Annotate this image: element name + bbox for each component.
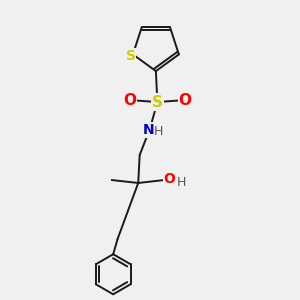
Text: O: O: [178, 93, 191, 108]
Text: H: H: [154, 125, 164, 138]
Text: O: O: [164, 172, 175, 186]
Text: H: H: [177, 176, 187, 189]
Text: O: O: [123, 93, 136, 108]
Text: N: N: [143, 123, 154, 137]
Text: S: S: [152, 94, 163, 110]
Text: S: S: [126, 49, 136, 63]
